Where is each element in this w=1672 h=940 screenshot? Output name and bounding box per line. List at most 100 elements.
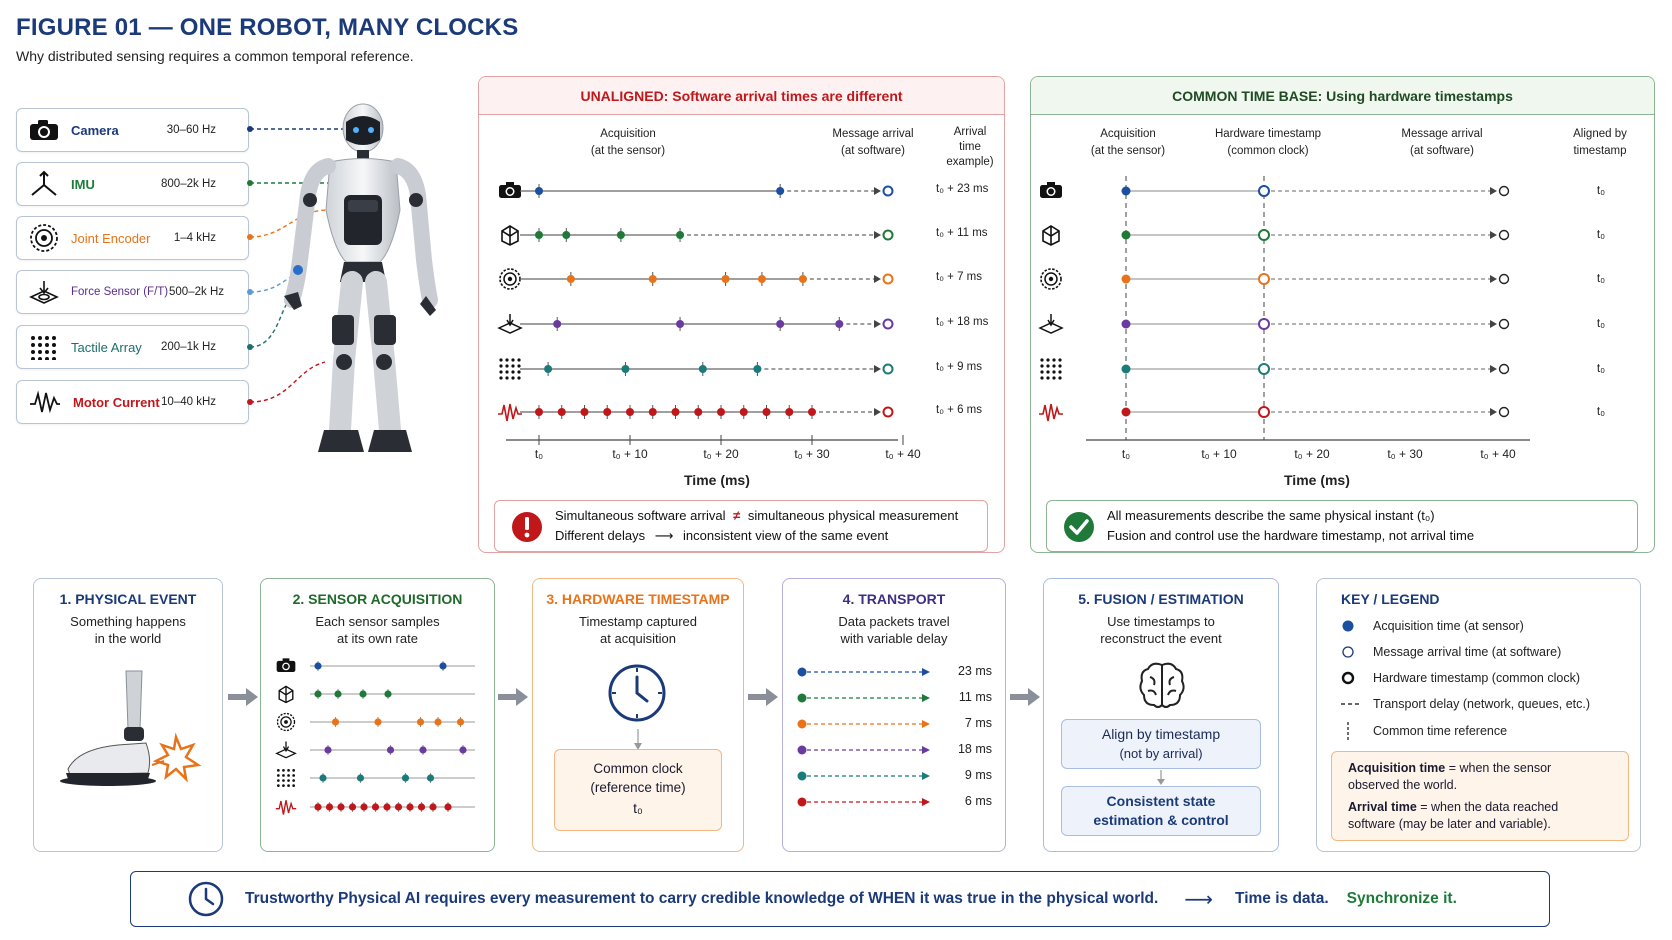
hw-timestamp-circle [1258, 229, 1270, 241]
col-sublabel: example) [946, 156, 994, 168]
legend-item: Message arrival time (at software) [1341, 645, 1561, 659]
acquisition-dot [562, 231, 571, 239]
tactile-dot [505, 370, 509, 374]
tactile-dot [1046, 364, 1050, 368]
note-text: Simultaneous software arrival [555, 508, 726, 523]
camera-icon-lens [1048, 188, 1054, 195]
acquisition-dot [717, 408, 725, 416]
sensor-row-icon [276, 658, 296, 672]
unaligned-note-line1: Simultaneous software arrival ≠ simultan… [555, 506, 958, 526]
desc-line: Use timestamps to [1107, 614, 1215, 629]
aligned-time-label: t₀ [1596, 316, 1606, 330]
col-label: Arrival [953, 126, 987, 138]
acquisition-dot [1121, 186, 1131, 196]
tactile-dot [517, 364, 521, 368]
down-arrow-icon [634, 729, 642, 750]
x-tick-label: t₀ [534, 447, 544, 461]
sensor-row-icon [499, 182, 521, 198]
arrival-circle [882, 273, 894, 285]
state-estimation-box: Consistent state estimation & control [1061, 786, 1261, 836]
tactile-dot [499, 364, 503, 368]
transport-delay-chart [797, 667, 930, 807]
encoder-inner [1044, 272, 1058, 286]
desc-line: at its own rate [337, 631, 418, 646]
sensor-name-tactile-array: Tactile Array [71, 339, 142, 355]
sensor-row-icon [278, 685, 294, 704]
tactile-dot [287, 779, 290, 782]
tactile-dot [511, 370, 515, 374]
acquisition-dot [348, 803, 357, 811]
step-hardware-timestamp: 3. HARDWARE TIMESTAMP Timestamp captured… [532, 578, 744, 852]
arrow-head [1490, 231, 1497, 239]
acquisition-dot [616, 231, 625, 239]
flow-arrow-icon [1010, 688, 1040, 706]
tactile-dot [1046, 370, 1050, 374]
legend-title: KEY / LEGEND [1341, 591, 1440, 607]
acquisition-dot [544, 365, 553, 373]
encoder-outer [1040, 268, 1062, 290]
brain-icon [1139, 662, 1185, 708]
hw-timestamp-circle [1258, 273, 1270, 285]
step-title: 4. TRANSPORT [842, 591, 946, 607]
arrow-head [922, 772, 930, 780]
arrival-time-label: t₀ + 6 ms [936, 404, 982, 416]
acquisition-dot [671, 408, 680, 416]
align-box: Align by timestamp (not by arrival) [1061, 719, 1261, 769]
x-tick-label: t₀ + 10 [612, 447, 648, 461]
def: software (may be later and variable). [1348, 817, 1551, 831]
acquisition-dot [384, 690, 392, 698]
arrival-time-label: t₀ + 23 ms [936, 183, 989, 195]
common-axis-title: Time (ms) [1284, 472, 1350, 488]
acquisition-dot [785, 408, 794, 416]
arr-def-line: Arrival time = when the data reached [1348, 799, 1612, 816]
def: = when the data reached [1416, 800, 1559, 814]
acquisition-dot [1121, 319, 1131, 329]
acquisition-dot [797, 745, 807, 755]
force-sensor-shape [1038, 314, 1064, 334]
tactile-dot [276, 779, 280, 782]
arrival-circle [1498, 273, 1510, 285]
box-line: Consistent state [1106, 793, 1216, 809]
arrow-head [874, 365, 881, 373]
sensor-row-icon [501, 225, 519, 246]
x-tick-label: t₀ + 20 [703, 447, 739, 461]
transport-delay-value: 23 ms [957, 664, 992, 678]
acquisition-dot [721, 275, 730, 283]
arrival-time-label: t₀ + 11 ms [936, 227, 988, 239]
acquisition-dot [797, 667, 807, 677]
arrival-circle [882, 318, 894, 330]
sensor-row-icon [275, 800, 297, 815]
legend-label: Transport delay (network, queues, etc.) [1373, 697, 1590, 711]
step-fusion-estimation: 5. FUSION / ESTIMATION Use timestamps to… [1043, 578, 1279, 852]
col-label: Aligned by [1573, 128, 1627, 140]
camera-icon-top [1047, 182, 1055, 186]
arrow-head [1490, 320, 1497, 328]
sensor-box-force-sensor: Force Sensor (F/T) 500–2k Hz [16, 270, 249, 314]
unaligned-col-arrival-example: Arrival time example) [940, 125, 1000, 170]
legend-items: Acquisition time (at sensor) Message arr… [1341, 619, 1631, 749]
sensor-box-tactile-array: Tactile Array 200–1k Hz [16, 325, 249, 369]
acquisition-dot [580, 408, 589, 416]
sensor-row-icon [1042, 225, 1060, 246]
acquisition-dot [566, 275, 575, 283]
acquisition-dot [417, 803, 426, 811]
acquisition-dot [648, 275, 657, 283]
acquisition-dot [334, 690, 342, 698]
foot-impact-illustration [60, 670, 202, 786]
tactile-dot [282, 784, 285, 788]
flow-arrow-icon [498, 688, 528, 706]
col-sublabel: (common clock) [1227, 145, 1309, 157]
common-timeline-chart [1038, 176, 1530, 441]
banner-text: Trustworthy Physical AI requires every m… [245, 890, 1159, 907]
sensor-name-motor-current: Motor Current [73, 394, 160, 410]
tactile-dot [511, 358, 515, 362]
tactile-dot [276, 774, 280, 777]
step-desc: Each sensor samples at its own rate [261, 613, 494, 647]
tactile-dot [517, 376, 521, 380]
hw-timestamp-circle [1258, 406, 1270, 418]
sensor-row-icon [497, 314, 523, 334]
box-line: Common clock [593, 761, 683, 776]
transport-delay-value: 6 ms [964, 794, 992, 808]
tactile-dot [1058, 376, 1062, 380]
encoder-inner [280, 716, 292, 728]
